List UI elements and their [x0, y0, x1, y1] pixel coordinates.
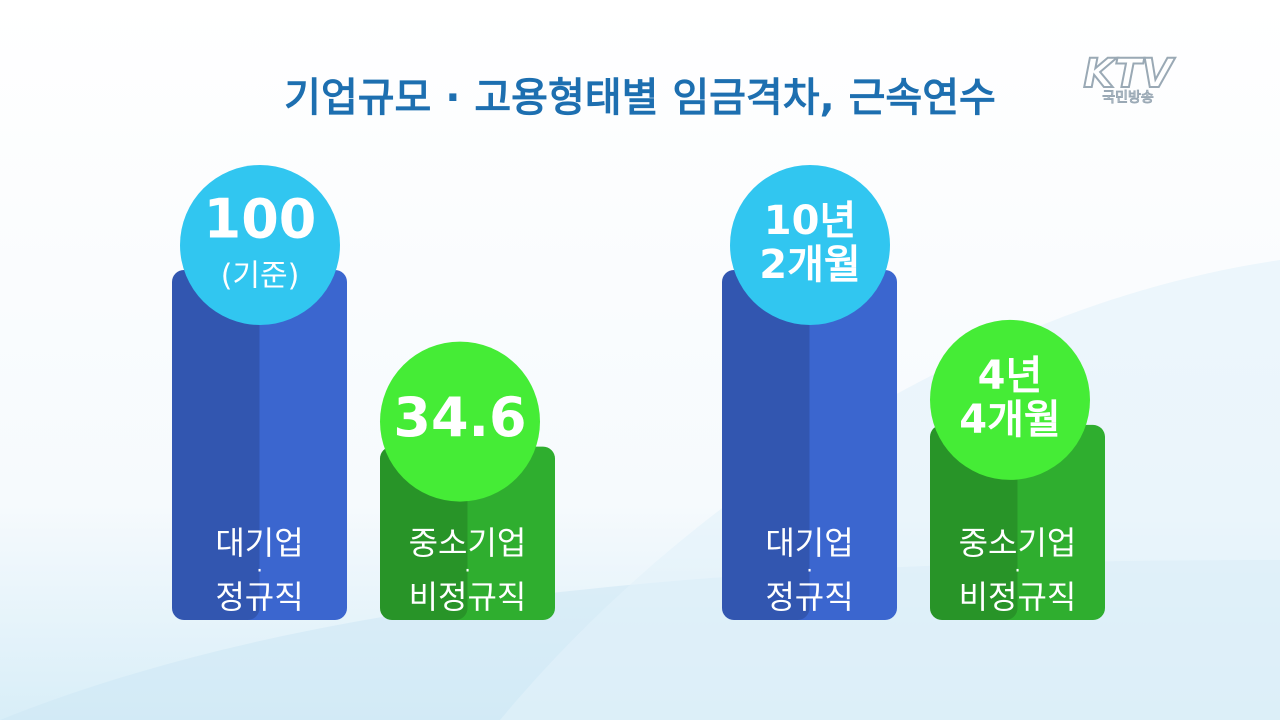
category-label: · — [464, 559, 470, 583]
value-label: 4년 4개월 — [959, 353, 1060, 443]
bar-shade — [722, 270, 810, 620]
value-label: 10년 2개월 — [759, 198, 860, 288]
logo-subtitle: 국민방송 — [1102, 90, 1154, 106]
bar — [930, 424, 1105, 620]
category-label: 정규직 — [215, 578, 303, 616]
category-label: 중소기업 — [409, 524, 527, 562]
category-label: 비정규직 — [409, 578, 527, 616]
logo-brand: KTV — [1083, 51, 1175, 97]
bar — [722, 270, 897, 620]
value-bubble — [730, 165, 890, 325]
category-label: · — [1014, 559, 1020, 583]
category-label: 비정규직 — [959, 578, 1077, 616]
category-label: 중소기업 — [959, 524, 1077, 562]
chart-title: 기업규모 · 고용형태별 임금격차, 근속연수 — [284, 75, 996, 121]
value-bubble — [930, 319, 1090, 480]
category-label: 대기업 — [215, 524, 303, 562]
category-label: · — [806, 559, 812, 583]
value-label: 34.6 — [393, 386, 526, 449]
bar — [172, 270, 347, 620]
category-label: 정규직 — [765, 578, 853, 616]
bar-shade — [172, 270, 260, 620]
value-label: 100 — [204, 188, 317, 251]
category-label: · — [256, 559, 262, 583]
annotation: (기준) — [221, 259, 300, 294]
category-label: 대기업 — [765, 524, 853, 562]
value-bubble — [180, 165, 340, 325]
value-bubble — [380, 341, 540, 502]
